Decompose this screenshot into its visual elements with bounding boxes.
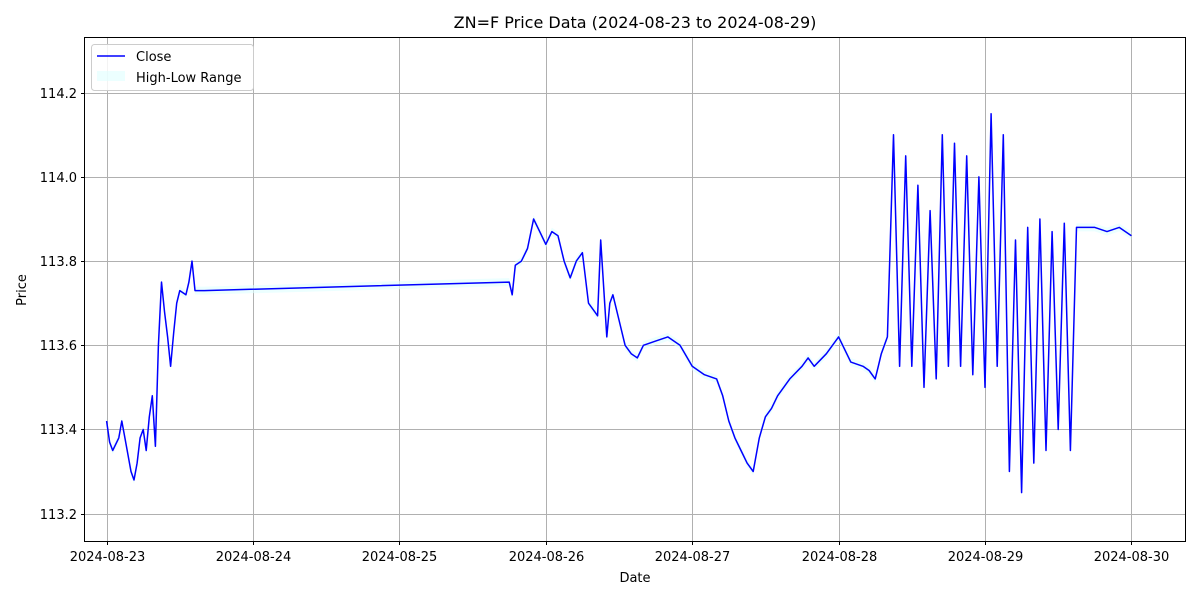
y-tick-label: 113.6 [40,339,77,354]
x-tick-label: 2024-08-28 [802,550,878,565]
y-tick-label: 113.8 [40,255,77,270]
y-axis-label: Price [15,274,30,306]
y-tick-label: 114.2 [40,87,77,102]
close-series-line [105,113,1132,494]
gridlines [85,38,1185,541]
y-tick-label: 114.0 [40,171,77,186]
plot-frame [84,37,1186,542]
x-axis-ticks: 2024-08-23 2024-08-24 2024-08-25 2024-08-26… [70,541,1170,565]
x-tick-label: 2024-08-30 [1094,550,1170,565]
y-tick-label: 113.4 [40,423,77,438]
x-tick-label: 2024-08-26 [509,550,585,565]
x-axis-label: Date [619,571,650,586]
legend-range-label: High-Low Range [136,71,242,86]
x-tick-label: 2024-08-27 [655,550,731,565]
x-tick-label: 2024-08-24 [216,550,292,565]
legend-close-label: Close [136,50,171,65]
y-axis-ticks: 113.2 113.4 113.6 113.8 114.0 114.2 [40,87,85,523]
chart-title: ZN=F Price Data (2024-08-23 to 2024-08-2… [454,13,817,32]
legend-range-swatch [97,71,125,81]
legend-box [91,44,254,91]
x-tick-label: 2024-08-23 [70,550,146,565]
y-tick-label: 113.2 [40,508,77,523]
x-tick-label: 2024-08-29 [948,550,1024,565]
legend: Close High-Low Range [91,44,254,91]
x-tick-label: 2024-08-25 [362,550,438,565]
